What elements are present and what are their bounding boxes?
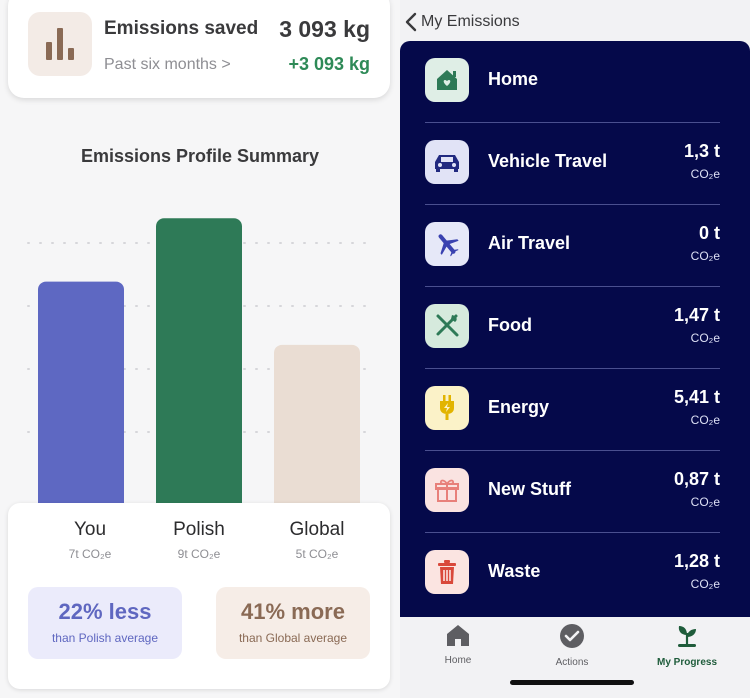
chart-bar-global xyxy=(274,344,360,510)
row-divider xyxy=(425,368,720,369)
category-value: 0,87 t xyxy=(673,469,720,489)
tab-my-progress[interactable]: My Progress xyxy=(629,623,745,668)
summary-title: Emissions Profile Summary xyxy=(80,146,320,166)
house-icon xyxy=(425,58,469,102)
category-list: Home Vehicle Travel 1,3 t CO₂e Air Trave… xyxy=(400,41,750,617)
category-label: Waste xyxy=(488,561,541,581)
category-label: Home xyxy=(488,69,539,89)
category-value: 5t CO₂e xyxy=(295,547,339,561)
category-row-home[interactable]: Home xyxy=(400,41,750,123)
back-button[interactable]: My Emissions xyxy=(404,9,520,35)
plug-icon xyxy=(425,386,469,430)
category-label: Food xyxy=(488,315,532,335)
category-row-waste[interactable]: Waste 1,28 t CO₂e xyxy=(400,533,750,615)
past-six-months-link[interactable]: Past six months > xyxy=(104,56,231,73)
category-row-air-travel[interactable]: Air Travel 0 t CO₂e xyxy=(400,205,750,287)
category-label: Energy xyxy=(488,397,550,417)
category-value: 1,3 t xyxy=(683,141,720,161)
category-value: 7t CO₂e xyxy=(68,547,112,561)
row-divider xyxy=(425,532,720,533)
category-label: Air Travel xyxy=(488,233,571,253)
car-icon xyxy=(425,140,469,184)
category-value: 9t CO₂e xyxy=(177,547,221,561)
plant-icon xyxy=(678,626,696,647)
chevron-left-icon xyxy=(405,12,417,32)
tab-label: Home xyxy=(444,655,472,666)
row-divider xyxy=(425,204,720,205)
row-divider xyxy=(425,122,720,123)
bar-chart-icon xyxy=(28,12,92,76)
comparison-caption: than Global average xyxy=(238,631,348,645)
category-unit: CO₂e xyxy=(690,495,720,509)
tab-label: My Progress xyxy=(656,657,718,668)
category-label: New Stuff xyxy=(488,479,571,499)
polish-comparison-badge: 22% less than Polish average xyxy=(28,587,182,659)
category-row-new-stuff[interactable]: New Stuff 0,87 t CO₂e xyxy=(400,451,750,533)
category-value: 1,28 t xyxy=(673,551,720,571)
chart-category-global: Global 5t CO₂e xyxy=(257,519,377,561)
chart-category-polish: Polish 9t CO₂e xyxy=(139,519,259,561)
tab-bar: Home Actions My Progress xyxy=(400,617,750,698)
tab-label: Actions xyxy=(555,657,589,668)
emissions-saved-delta: +3 093 kg xyxy=(288,54,370,74)
category-unit: CO₂e xyxy=(690,167,720,181)
category-unit: CO₂e xyxy=(690,413,720,427)
tab-home[interactable]: Home xyxy=(400,623,516,666)
category-label: Global xyxy=(289,519,345,540)
emissions-profile-panel: Emissions saved Past six months > 3 093 … xyxy=(8,0,390,689)
emissions-saved-value: 3 093 kg xyxy=(279,16,370,42)
category-value: 1,47 t xyxy=(673,305,720,325)
category-unit: CO₂e xyxy=(690,577,720,591)
chart-bar-polish xyxy=(156,218,242,510)
category-unit: CO₂e xyxy=(690,249,720,263)
chart-bar-you xyxy=(38,281,124,510)
fork-knife-icon xyxy=(425,304,469,348)
comparison-caption: than Polish average xyxy=(51,631,159,645)
house-icon xyxy=(447,625,469,646)
home-indicator xyxy=(510,680,634,685)
tab-actions[interactable]: Actions xyxy=(514,623,630,668)
chart-category-you: You 7t CO₂e xyxy=(30,519,150,561)
my-emissions-panel: My Emissions Home Vehicle Travel 1,3 t C… xyxy=(400,0,750,698)
category-unit: CO₂e xyxy=(690,331,720,345)
category-label: You xyxy=(73,519,107,540)
comparison-card: You 7t CO₂e Polish 9t CO₂e Global 5t CO₂… xyxy=(8,503,390,689)
comparison-percent: 22% less xyxy=(58,599,152,624)
trash-icon xyxy=(425,550,469,594)
category-value: 0 t xyxy=(698,223,720,243)
global-comparison-badge: 41% more than Global average xyxy=(216,587,370,659)
row-divider xyxy=(425,286,720,287)
airplane-icon xyxy=(425,222,469,266)
emissions-bar-chart xyxy=(27,218,371,510)
comparison-percent: 41% more xyxy=(241,599,345,624)
category-value: 5,41 t xyxy=(673,387,720,407)
category-label: Polish xyxy=(173,519,225,540)
gift-icon xyxy=(425,468,469,512)
category-row-vehicle-travel[interactable]: Vehicle Travel 1,3 t CO₂e xyxy=(400,123,750,205)
emissions-saved-title: Emissions saved xyxy=(104,18,259,39)
category-row-energy[interactable]: Energy 5,41 t CO₂e xyxy=(400,369,750,451)
back-label: My Emissions xyxy=(421,13,520,30)
check-circle-icon xyxy=(560,624,584,648)
row-divider xyxy=(425,450,720,451)
category-label: Vehicle Travel xyxy=(488,151,608,171)
category-row-food[interactable]: Food 1,47 t CO₂e xyxy=(400,287,750,369)
emissions-saved-card[interactable]: Emissions saved Past six months > 3 093 … xyxy=(8,0,390,98)
